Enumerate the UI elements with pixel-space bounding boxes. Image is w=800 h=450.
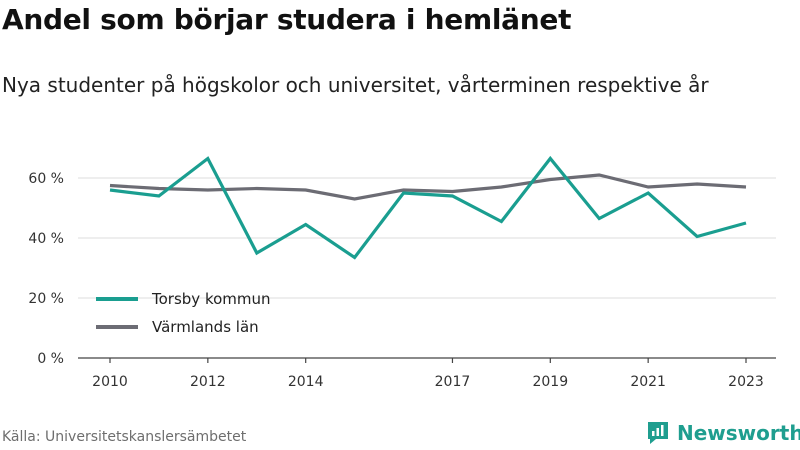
chart-subtitle: Nya studenter på högskolor och universit… xyxy=(2,73,709,97)
x-tick-label-2019: 2019 xyxy=(532,374,568,390)
x-tick-label-2014: 2014 xyxy=(288,374,324,390)
grid-lines: 0 % 20 % 40 % 60 % xyxy=(28,171,776,367)
legend: Torsby kommun Värmlands län xyxy=(96,290,271,336)
series-lines xyxy=(109,155,747,260)
chart-title: Andel som börjar studera i hemlänet xyxy=(2,3,572,36)
x-axis: 2010 2012 2014 2017 2019 2021 2023 xyxy=(78,357,776,390)
y-tick-label-60: 60 % xyxy=(28,171,64,187)
legend-label-v-rmlands-l-n: Värmlands län xyxy=(152,318,259,336)
x-tick-label-2021: 2021 xyxy=(630,374,666,390)
series-line-torsby-kommun xyxy=(109,155,747,260)
y-tick-label-40: 40 % xyxy=(28,231,64,247)
newsworthy-logo-icon xyxy=(648,422,668,444)
newsworthy-logo[interactable]: Newsworthy xyxy=(645,419,800,447)
x-tick-label-2010: 2010 xyxy=(92,374,128,390)
y-tick-label-20: 20 % xyxy=(28,291,64,307)
x-tick-label-2017: 2017 xyxy=(435,374,471,390)
x-tick-label-2012: 2012 xyxy=(190,374,226,390)
series-line-v-rmlands-l-n xyxy=(109,173,747,201)
legend-label-torsby-kommun: Torsby kommun xyxy=(151,290,271,308)
newsworthy-logo-text: Newsworthy xyxy=(677,421,800,445)
x-tick-label-2023: 2023 xyxy=(728,374,764,390)
y-tick-label-0: 0 % xyxy=(37,351,64,367)
source-note: Källa: Universitetskanslersämbetet xyxy=(2,429,247,445)
